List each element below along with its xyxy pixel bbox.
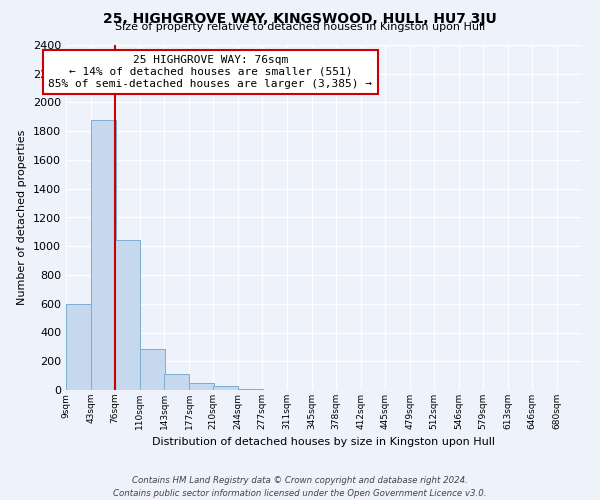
Y-axis label: Number of detached properties: Number of detached properties [17,130,28,305]
Bar [91,120,116,390]
Bar [66,304,91,390]
Text: Size of property relative to detached houses in Kingston upon Hull: Size of property relative to detached ho… [115,22,485,32]
Bar [164,374,189,390]
Text: 25 HIGHGROVE WAY: 76sqm
← 14% of detached houses are smaller (551)
85% of semi-d: 25 HIGHGROVE WAY: 76sqm ← 14% of detache… [49,56,373,88]
Bar [213,386,238,390]
Bar [189,383,214,390]
X-axis label: Distribution of detached houses by size in Kingston upon Hull: Distribution of detached houses by size … [152,438,496,448]
Text: Contains HM Land Registry data © Crown copyright and database right 2024.
Contai: Contains HM Land Registry data © Crown c… [113,476,487,498]
Text: 25, HIGHGROVE WAY, KINGSWOOD, HULL, HU7 3JU: 25, HIGHGROVE WAY, KINGSWOOD, HULL, HU7 … [103,12,497,26]
Bar [115,240,140,390]
Bar [140,349,165,390]
